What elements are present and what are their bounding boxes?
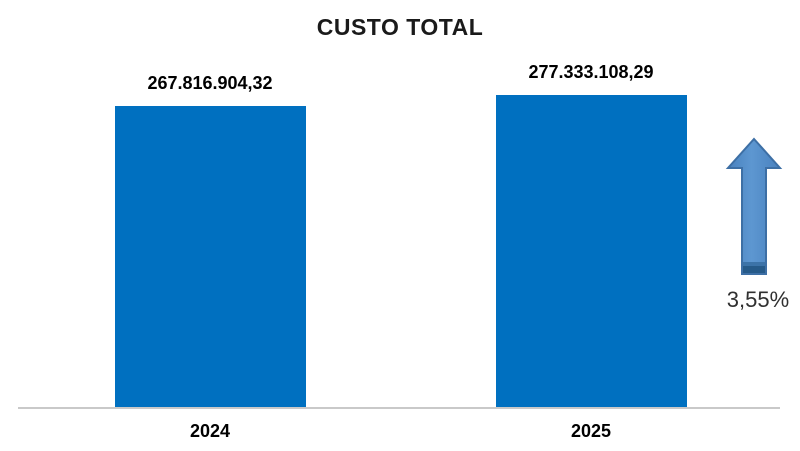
category-label-2024: 2024 bbox=[189, 421, 231, 441]
category-label-2025: 2025 bbox=[570, 421, 612, 441]
increase-annotation: 3,55% bbox=[723, 136, 793, 316]
data-label-2025: 277.333.108,29 bbox=[528, 62, 654, 82]
up-arrow-icon bbox=[725, 137, 783, 275]
data-label-2024: 267.816.904,32 bbox=[147, 73, 273, 93]
percent-change-label: 3,55% bbox=[726, 287, 790, 312]
x-axis-line bbox=[18, 407, 780, 409]
bar-2025 bbox=[496, 95, 687, 408]
bar-2024 bbox=[115, 106, 306, 408]
chart-title: CUSTO TOTAL bbox=[316, 14, 484, 40]
